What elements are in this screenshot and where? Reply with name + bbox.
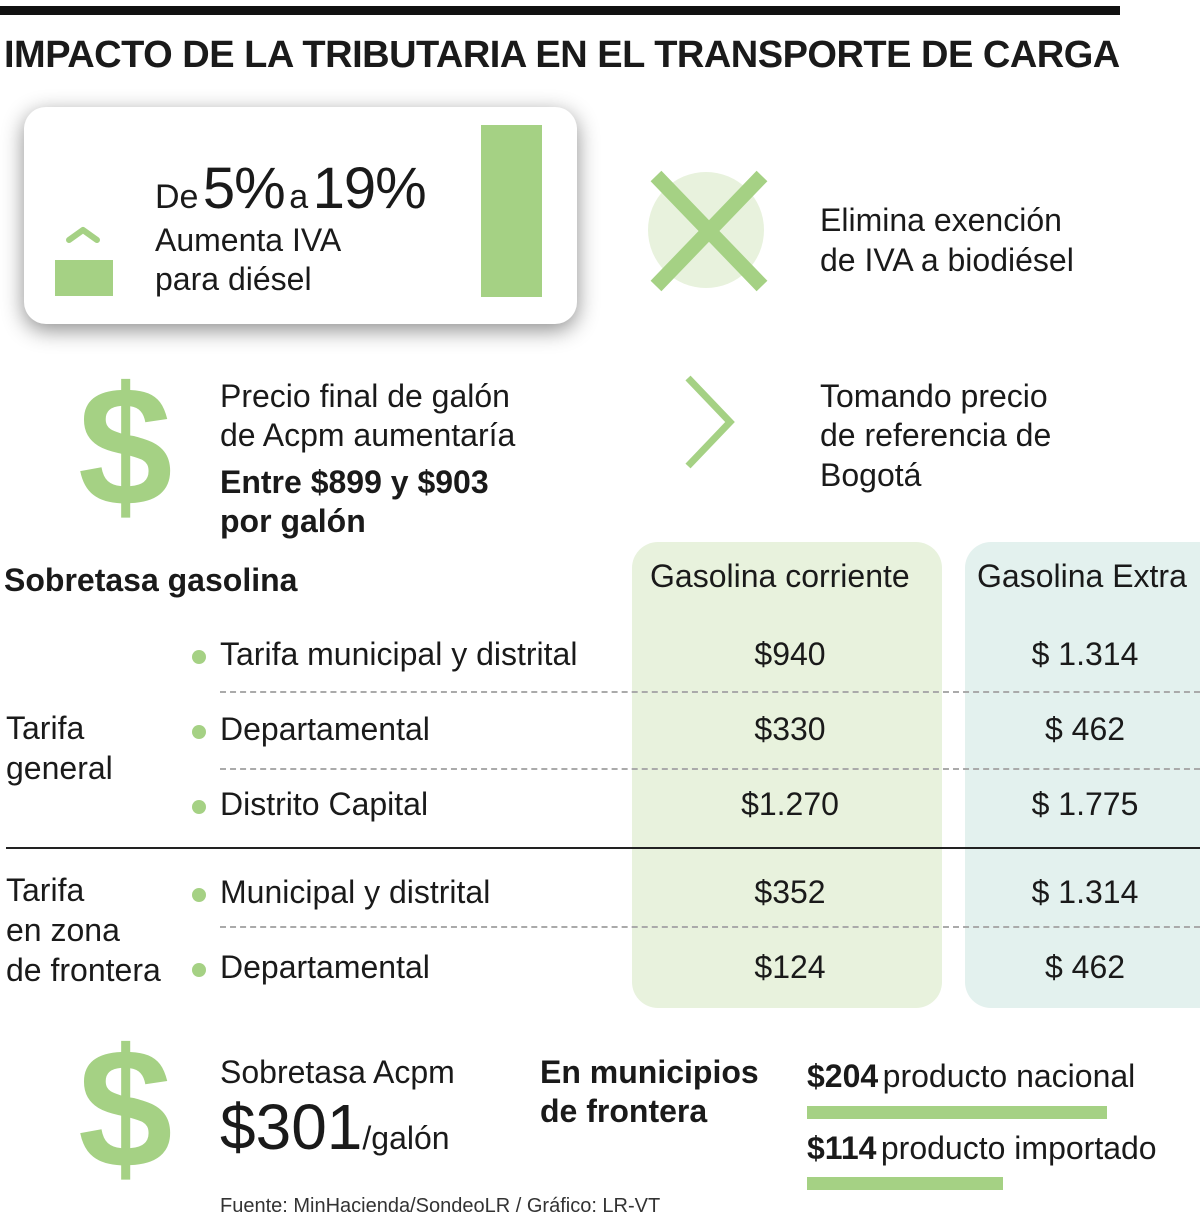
increase-box-icon — [55, 227, 113, 296]
row-label: Tarifa municipal y distrital — [220, 636, 578, 672]
row-bullet — [192, 963, 206, 977]
row-divider — [220, 768, 1200, 770]
iva-line2: para diésel — [155, 261, 312, 297]
cell-corriente: $940 — [754, 636, 826, 672]
acpm-amount-line: $301/galón — [220, 1090, 450, 1164]
column-header-extra: Gasolina Extra — [977, 558, 1187, 594]
iva-rate-line: De 5% a 19% — [155, 155, 427, 222]
dollar-icon-acpm: $ — [78, 1014, 173, 1204]
cell-corriente: $330 — [754, 711, 826, 747]
column-bg-extra — [965, 542, 1200, 1008]
acpm-unit: /galón — [362, 1120, 450, 1156]
chevron-right-icon — [685, 375, 735, 469]
group-label-general-1: Tarifa — [6, 710, 85, 746]
exencion-line2: de IVA a biodiésel — [820, 242, 1074, 278]
row-label: Departamental — [220, 949, 430, 985]
precio-line1: Precio final de galón — [220, 378, 510, 414]
source-note: Fuente: MinHacienda/SondeoLR / Gráfico: … — [220, 1195, 661, 1217]
iva-line1: Aumenta IVA — [155, 222, 342, 258]
iva-connector: a — [289, 178, 309, 216]
row-label: Municipal y distrital — [220, 874, 491, 910]
group-label-frontera-2: en zona — [6, 912, 120, 948]
page-title: IMPACTO DE LA TRIBUTARIA EN EL TRANSPORT… — [4, 34, 1120, 76]
group-label-general-2: general — [6, 750, 113, 786]
row-divider — [220, 926, 1200, 928]
precio-bold1: Entre $899 y $903 — [220, 464, 489, 500]
nacional-label: producto nacional — [882, 1058, 1136, 1094]
iva-bar — [481, 125, 542, 297]
iva-to: 19% — [312, 156, 427, 221]
column-header-corriente: Gasolina corriente — [650, 558, 910, 594]
cell-corriente: $352 — [754, 874, 826, 910]
precio-bold2: por galón — [220, 503, 366, 539]
group-label-frontera-3: de frontera — [6, 952, 161, 988]
importado-bar — [807, 1177, 1003, 1190]
cell-extra: $ 1.314 — [1031, 636, 1139, 672]
acpm-amount: $301 — [220, 1091, 363, 1163]
frontera-line1: En municipios — [540, 1054, 759, 1090]
nacional-bar — [807, 1106, 1107, 1119]
referencia-line1: Tomando precio — [820, 378, 1048, 414]
top-rule — [0, 6, 1120, 15]
nacional-value: $204 — [807, 1058, 879, 1094]
referencia-line2: de referencia de — [820, 417, 1052, 453]
column-bg-corriente — [632, 542, 942, 1008]
importado-label: producto importado — [880, 1130, 1157, 1166]
row-bullet — [192, 650, 206, 664]
row-divider — [220, 691, 1200, 693]
referencia-line3: Bogotá — [820, 457, 922, 493]
cell-extra: $ 462 — [1044, 949, 1126, 985]
iva-prefix: De — [155, 178, 199, 216]
cell-corriente: $124 — [754, 949, 826, 985]
cell-extra: $ 462 — [1044, 711, 1126, 747]
row-bullet — [192, 888, 206, 902]
row-bullet — [192, 800, 206, 814]
dollar-icon: $ — [78, 352, 173, 542]
iva-from: 5% — [202, 156, 286, 221]
exencion-line1: Elimina exención — [820, 202, 1062, 238]
row-label: Distrito Capital — [220, 786, 429, 822]
importado-line: $114 producto importado — [807, 1128, 1157, 1168]
row-bullet — [192, 725, 206, 739]
group-label-frontera-1: Tarifa — [6, 872, 85, 908]
cell-extra: $ 1.775 — [1031, 786, 1139, 822]
nacional-line: $204 producto nacional — [807, 1056, 1135, 1096]
group-divider — [6, 847, 1200, 849]
precio-line2: de Acpm aumentaría — [220, 417, 516, 453]
frontera-line2: de frontera — [540, 1093, 708, 1129]
close-x-icon — [648, 170, 768, 292]
cell-corriente: $1.270 — [741, 786, 839, 822]
importado-value: $114 — [807, 1130, 877, 1166]
row-label: Departamental — [220, 711, 430, 747]
table-heading: Sobretasa gasolina — [4, 562, 298, 598]
acpm-label: Sobretasa Acpm — [220, 1054, 455, 1090]
cell-extra: $ 1.314 — [1031, 874, 1139, 910]
